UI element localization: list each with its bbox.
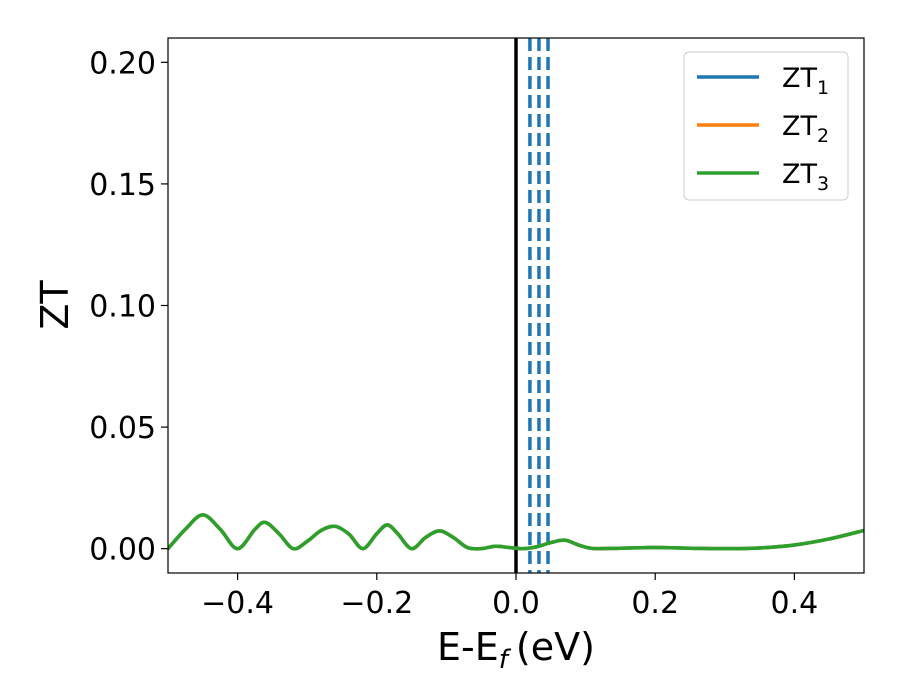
x-tick-label: 0.2 bbox=[631, 586, 679, 621]
legend-label-zt1: ZT1 bbox=[782, 63, 829, 99]
legend-label-zt3: ZT3 bbox=[782, 159, 829, 195]
y-tick-label: 0.15 bbox=[89, 168, 156, 203]
y-tick-label: 0.20 bbox=[89, 46, 156, 81]
y-tick-label: 0.05 bbox=[89, 411, 156, 446]
series-line-zt3 bbox=[168, 513, 864, 551]
y-tick-label: 0.10 bbox=[89, 290, 156, 325]
legend-label-zt2: ZT2 bbox=[782, 111, 829, 147]
x-tick-label: −0.2 bbox=[340, 586, 413, 621]
x-tick-label: 0.4 bbox=[771, 586, 819, 621]
x-axis-label: E-Ef (eV) bbox=[437, 625, 595, 675]
y-axis-ticks: 0.00 0.05 0.10 0.15 0.20 bbox=[89, 46, 168, 568]
y-axis-label: ZT bbox=[33, 280, 77, 330]
vertical-markers bbox=[514, 38, 550, 573]
x-tick-label: −0.4 bbox=[201, 586, 274, 621]
x-axis-ticks: −0.4 −0.2 0.0 0.2 0.4 bbox=[201, 573, 818, 621]
y-tick-label: 0.00 bbox=[89, 533, 156, 568]
legend: ZT1 ZT2 ZT3 bbox=[683, 51, 849, 201]
x-tick-label: 0.0 bbox=[492, 586, 540, 621]
legend-box bbox=[683, 51, 849, 201]
series-lines bbox=[168, 513, 864, 551]
